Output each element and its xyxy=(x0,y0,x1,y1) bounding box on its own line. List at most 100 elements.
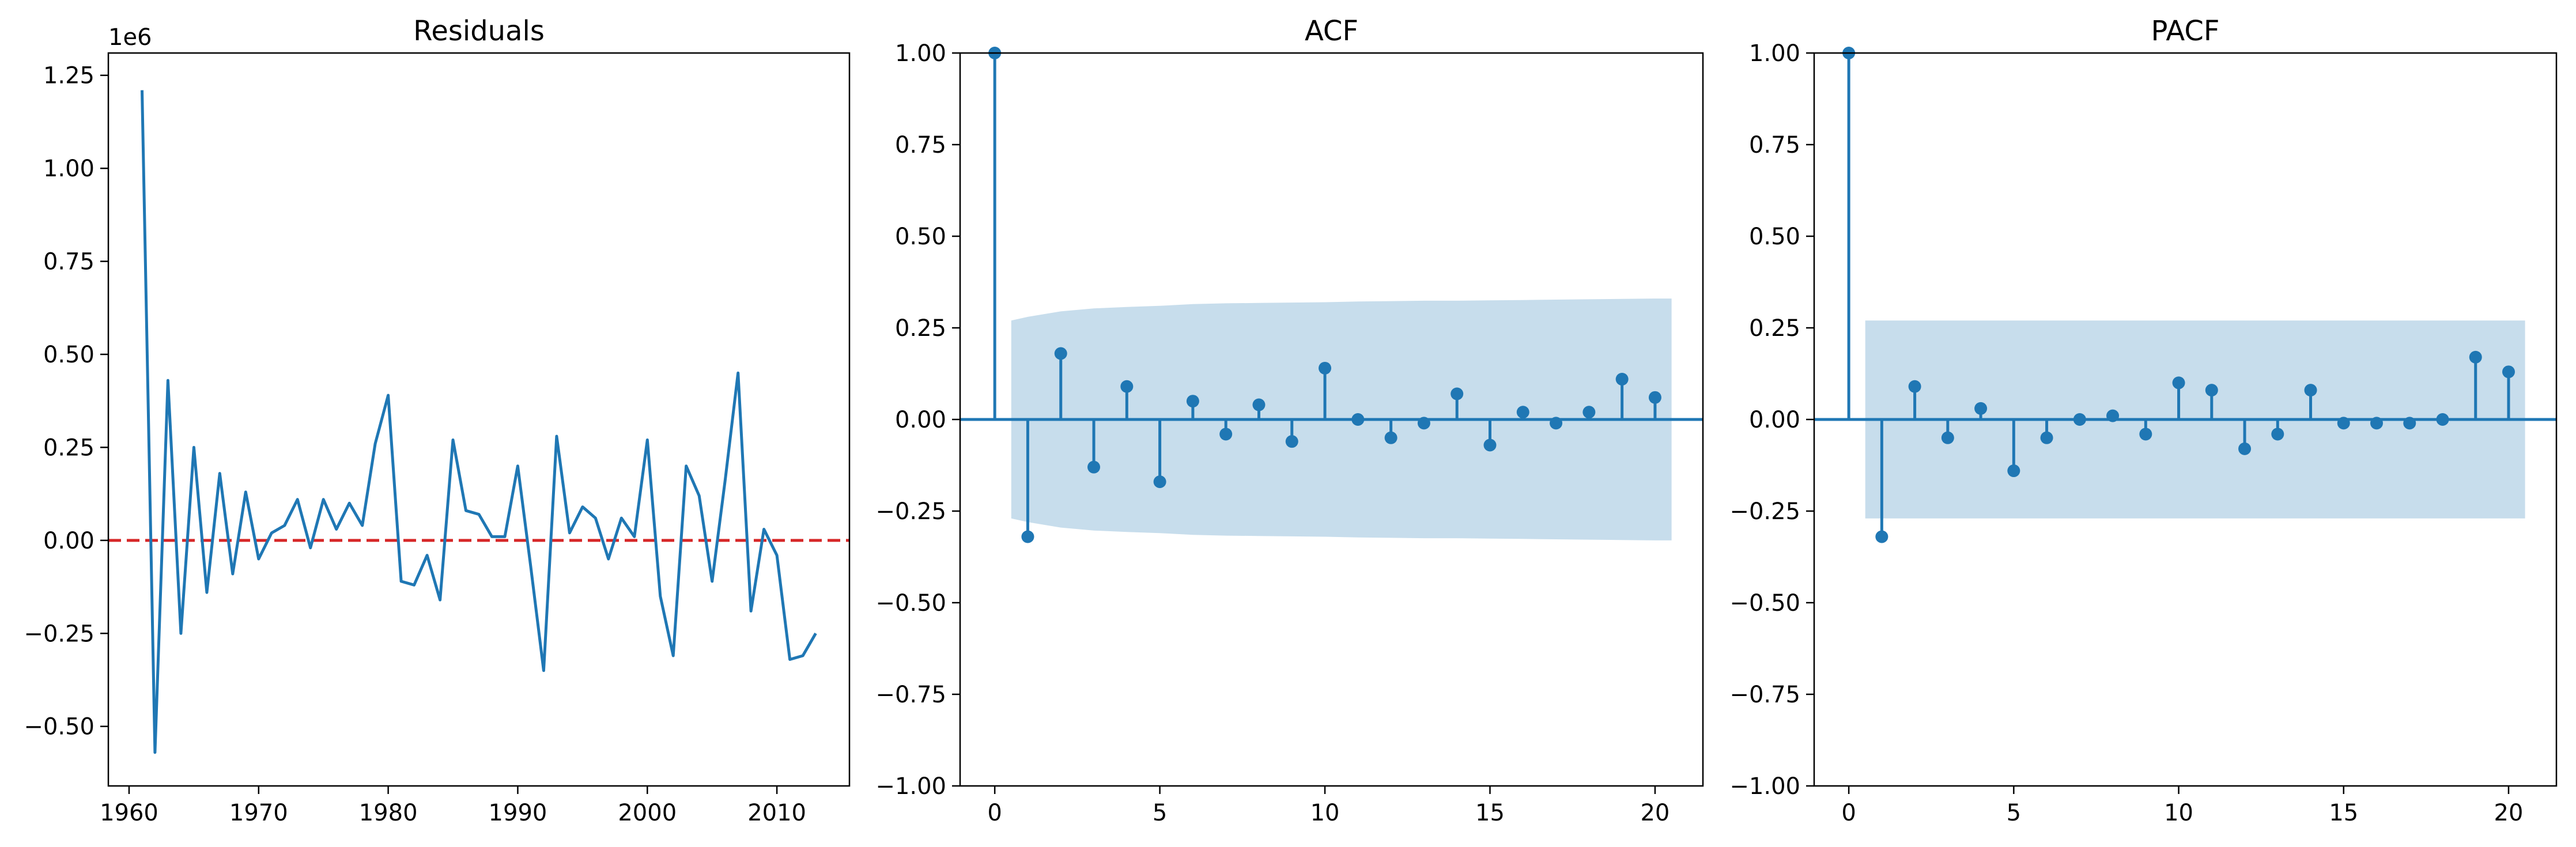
residual-point xyxy=(425,554,429,557)
acf-stem-marker xyxy=(1153,475,1166,489)
residual-point xyxy=(762,527,766,531)
residual-point xyxy=(309,546,312,550)
residuals-xtick-label: 1980 xyxy=(359,800,418,826)
acf-stem-marker xyxy=(1186,395,1199,408)
residual-point xyxy=(257,557,260,561)
acf-stem-marker xyxy=(1252,398,1266,411)
residual-point xyxy=(413,583,416,587)
acf-stem-marker xyxy=(1120,380,1134,393)
residuals-ytick-label: 1.25 xyxy=(43,63,95,89)
residual-point xyxy=(685,464,688,468)
residuals-series-line xyxy=(141,90,817,754)
residual-point xyxy=(736,371,740,375)
pacf-stem-marker xyxy=(2502,365,2515,379)
acf-stem-marker xyxy=(1648,391,1661,404)
acf-ytick-label: 0.00 xyxy=(895,407,946,433)
residual-point xyxy=(568,531,571,535)
residual-point xyxy=(153,751,157,754)
pacf-ytick-label: 0.25 xyxy=(1749,315,1800,342)
pacf-xtick-label: 20 xyxy=(2494,800,2524,826)
pacf-stem-marker xyxy=(2304,384,2317,397)
acf-stem-marker xyxy=(1550,417,1563,430)
pacf-xtick-label: 0 xyxy=(1841,800,1856,826)
acf-stem-marker xyxy=(1483,438,1497,452)
residual-point xyxy=(503,535,507,538)
residuals-ytick-label: 0.00 xyxy=(43,528,95,554)
residuals-ytick-label: 0.50 xyxy=(43,342,95,368)
residuals-xtick-label: 2000 xyxy=(618,800,677,826)
acf-stem-marker xyxy=(1351,413,1365,426)
pacf-ytick-label: 0.75 xyxy=(1749,132,1800,158)
residual-point xyxy=(451,438,455,442)
pacf-title: PACF xyxy=(2151,15,2220,47)
residuals-ytick-label: 0.75 xyxy=(43,249,95,275)
residual-point xyxy=(542,669,545,672)
residual-point xyxy=(490,535,493,538)
acf-stem-marker xyxy=(1516,406,1529,419)
acf-stem-marker xyxy=(1021,530,1034,543)
residual-point xyxy=(205,591,209,594)
residual-point xyxy=(775,554,779,557)
pacf-xtick-label: 15 xyxy=(2329,800,2358,826)
acf-ytick-label: 0.75 xyxy=(895,132,946,158)
pacf-stem-marker xyxy=(1941,431,1954,444)
residual-point xyxy=(723,479,727,483)
acf-stem-marker xyxy=(1319,361,1332,375)
residual-point xyxy=(335,527,338,531)
acf-ytick-label: 0.50 xyxy=(895,224,946,250)
pacf-stem-marker xyxy=(2337,417,2350,430)
residual-point xyxy=(348,501,351,505)
pacf-stem-marker xyxy=(2007,464,2020,478)
pacf-ytick-label: 1.00 xyxy=(1749,40,1800,67)
residual-point xyxy=(140,89,143,92)
residual-point xyxy=(749,610,753,613)
residual-point xyxy=(788,657,792,661)
pacf-stem-marker xyxy=(2238,442,2252,455)
residual-point xyxy=(645,438,649,442)
residual-point xyxy=(322,498,325,501)
acf-xtick-label: 0 xyxy=(987,800,1002,826)
residual-point xyxy=(399,580,403,583)
residual-point xyxy=(166,379,169,382)
residual-point xyxy=(814,632,818,635)
pacf-stem-marker xyxy=(1875,530,1888,543)
pacf-stem-marker xyxy=(2073,413,2086,426)
residual-point xyxy=(179,632,183,635)
acf-stem-marker xyxy=(1087,460,1101,474)
residual-point xyxy=(594,516,597,520)
residual-point xyxy=(361,524,364,527)
pacf-stem-marker xyxy=(2205,384,2218,397)
acf-ytick-label: 0.25 xyxy=(895,315,946,342)
residuals-title: Residuals xyxy=(413,15,545,47)
residuals-xtick-label: 1960 xyxy=(100,800,158,826)
acf-stem-marker xyxy=(1615,373,1629,386)
pacf-stem-marker xyxy=(2040,431,2053,444)
pacf-stem-marker xyxy=(2172,376,2185,390)
residual-point xyxy=(529,565,532,568)
acf-xtick-label: 20 xyxy=(1640,800,1670,826)
acf-stem-marker xyxy=(1285,435,1298,448)
residual-point xyxy=(516,464,519,468)
residual-point xyxy=(477,513,481,516)
residual-point xyxy=(244,490,247,494)
pacf-ytick-label: −0.50 xyxy=(1729,590,1800,617)
residual-point xyxy=(659,595,662,598)
residuals-panel: 1960 1970 1980 1990 2000 2010 −0.50 −0.25 0.00 0.… xyxy=(24,15,851,826)
acf-ytick-label: −1.00 xyxy=(875,773,946,800)
acf-stem-marker xyxy=(1384,431,1397,444)
pacf-stem-marker xyxy=(2271,428,2284,441)
residuals-xtick-label: 2010 xyxy=(747,800,806,826)
residual-point xyxy=(218,472,221,475)
pacf-stem-marker xyxy=(2436,413,2449,426)
pacf-xtick-label: 10 xyxy=(2164,800,2193,826)
pacf-ytick-label: 0.00 xyxy=(1749,407,1800,433)
pacf-stem-marker xyxy=(1974,402,1988,415)
residual-point xyxy=(711,580,714,583)
acf-xtick-label: 15 xyxy=(1475,800,1505,826)
acf-stem-marker xyxy=(1451,387,1464,400)
pacf-xtick-label: 5 xyxy=(2007,800,2021,826)
pacf-stem-marker xyxy=(2370,417,2384,430)
acf-stem-marker xyxy=(1417,417,1430,430)
